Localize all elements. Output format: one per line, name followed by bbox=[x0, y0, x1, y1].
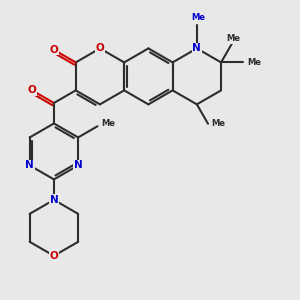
Text: O: O bbox=[50, 45, 58, 55]
Text: O: O bbox=[28, 85, 37, 95]
Text: N: N bbox=[74, 160, 82, 170]
Text: Me: Me bbox=[101, 119, 115, 128]
Text: O: O bbox=[96, 44, 104, 53]
Text: Me: Me bbox=[191, 13, 205, 22]
Text: N: N bbox=[193, 44, 201, 53]
Text: Me: Me bbox=[247, 58, 261, 67]
Text: Me: Me bbox=[211, 119, 225, 128]
Text: N: N bbox=[50, 195, 58, 205]
Text: N: N bbox=[25, 160, 34, 170]
Text: Me: Me bbox=[227, 34, 241, 43]
Text: O: O bbox=[50, 251, 58, 261]
